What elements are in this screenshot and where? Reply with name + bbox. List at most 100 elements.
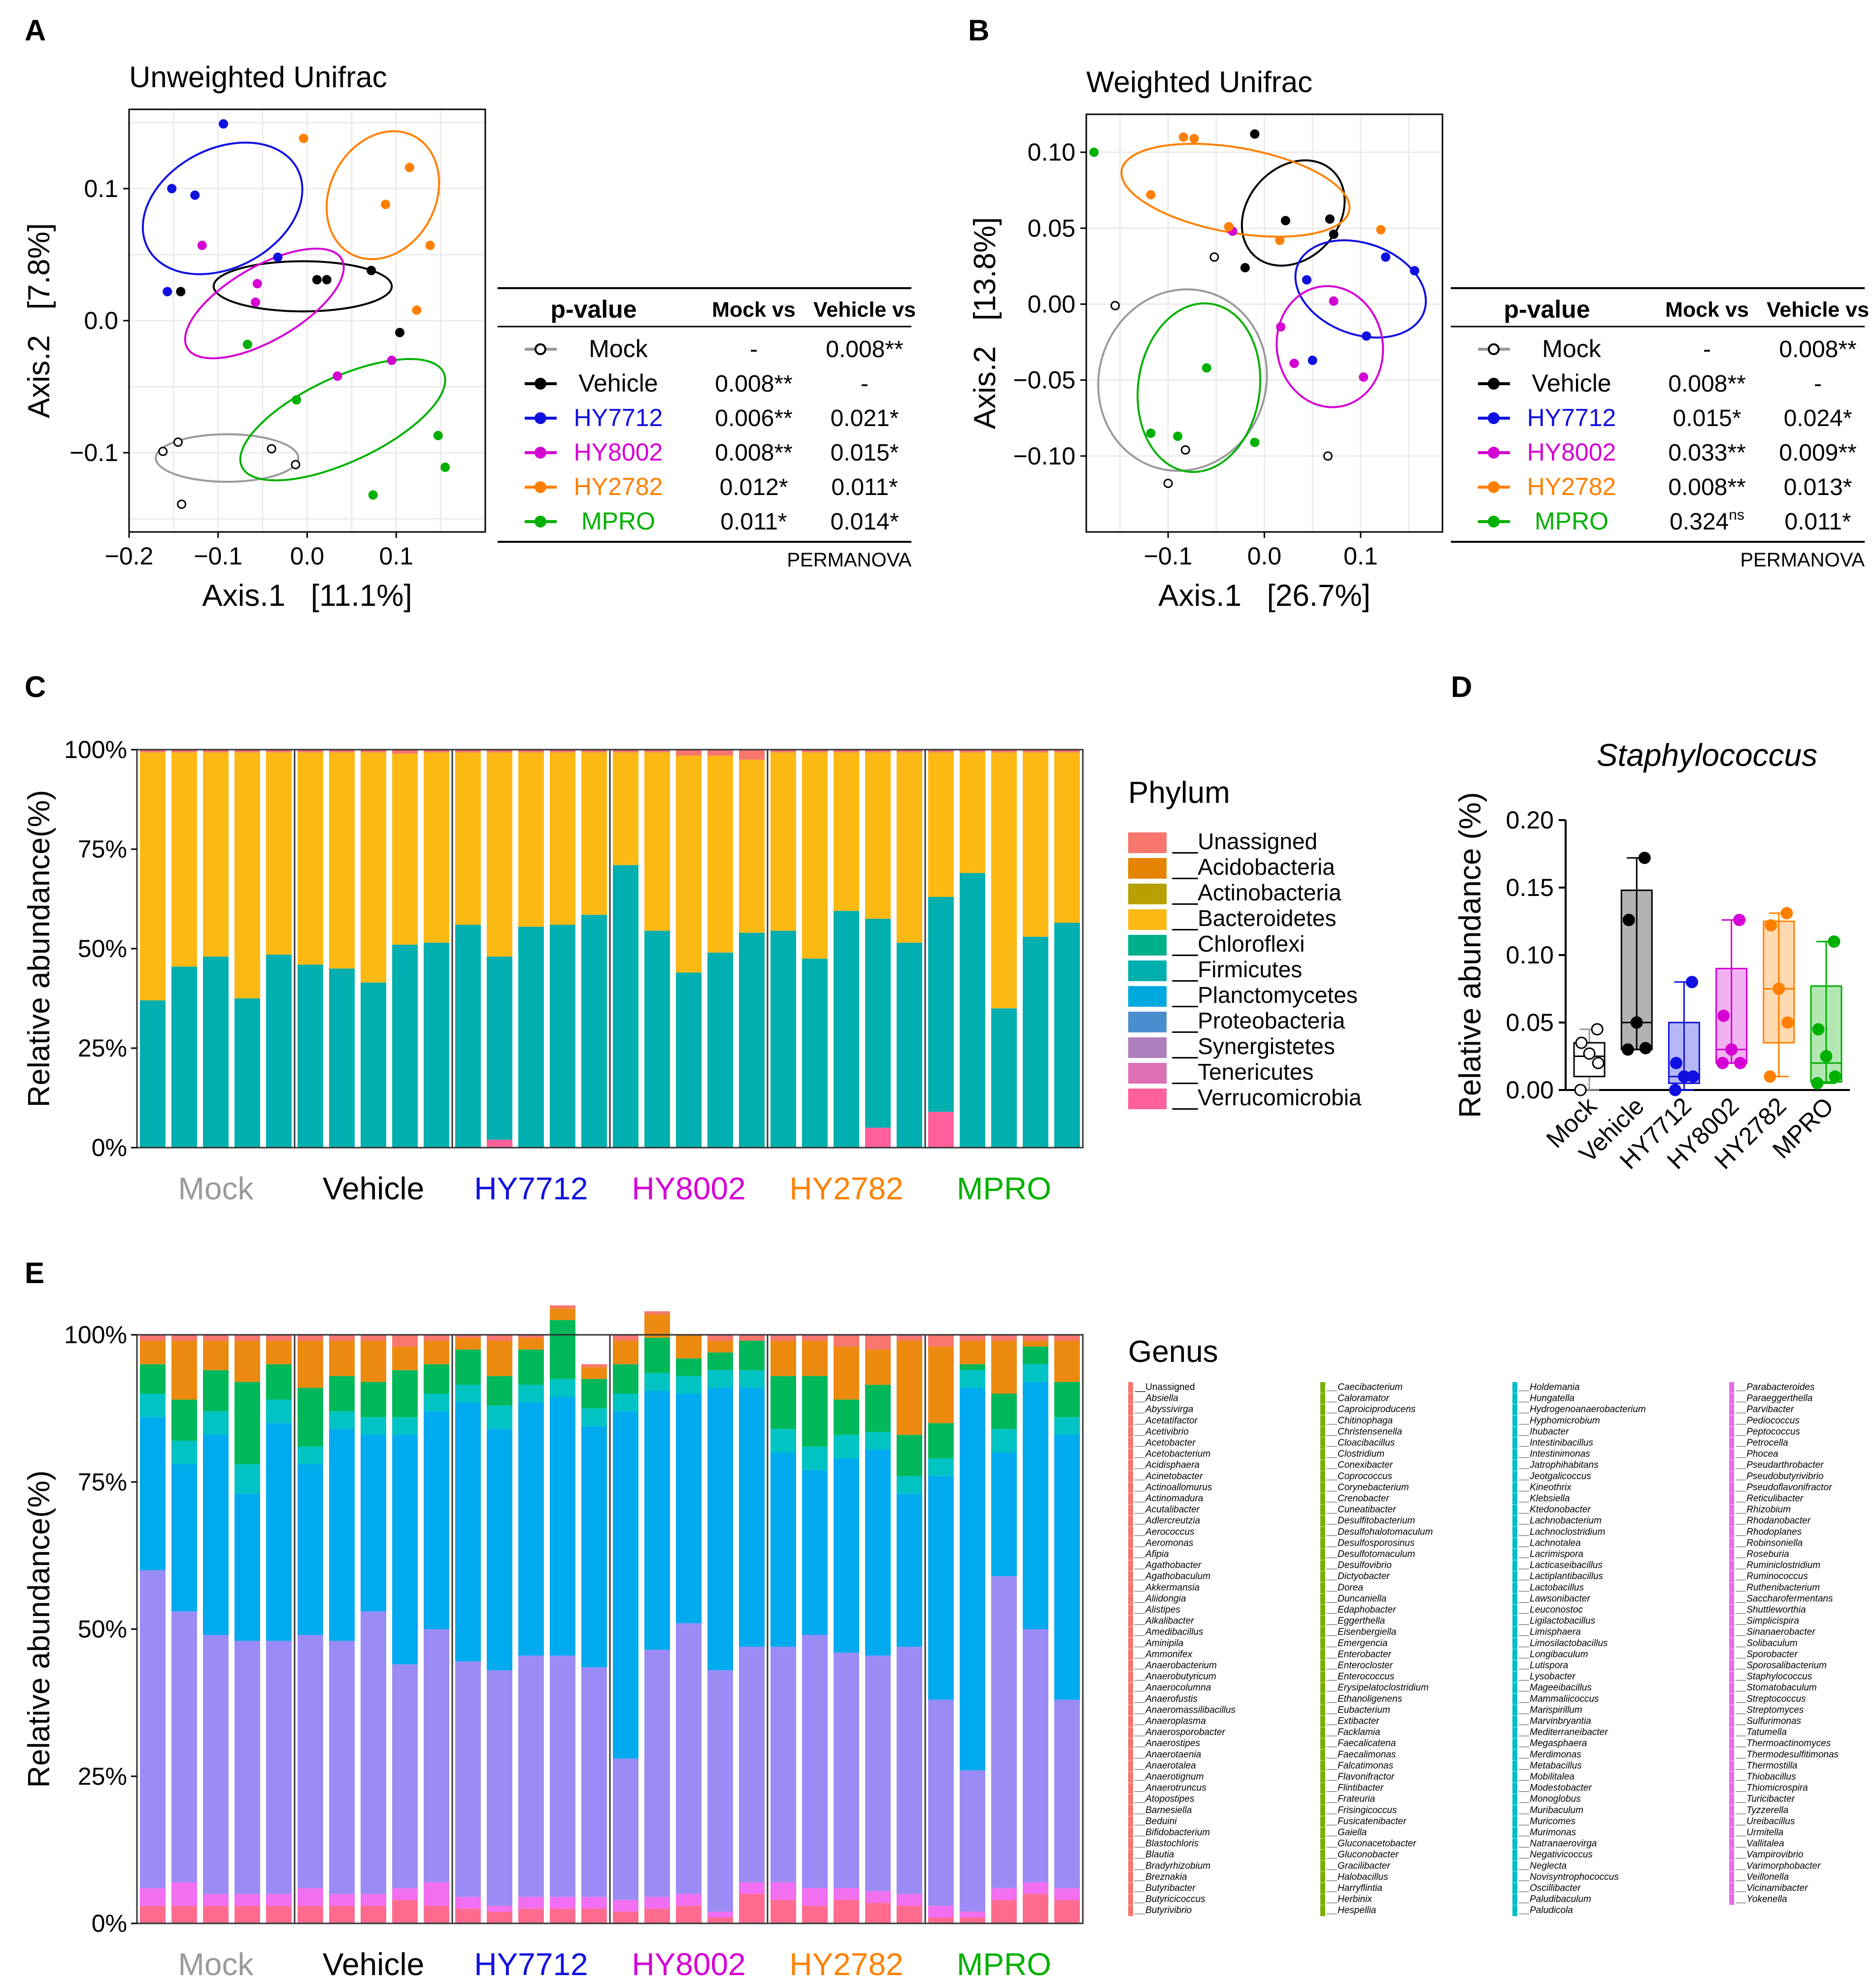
bar-segment xyxy=(865,752,891,919)
data-point xyxy=(1583,1047,1596,1060)
bar-segment xyxy=(361,1335,386,1341)
bar-segment xyxy=(203,750,229,753)
legend-swatch xyxy=(1729,1649,1734,1660)
legend-swatch xyxy=(1320,1772,1325,1783)
legend-label: __Halobacillus xyxy=(1326,1872,1388,1882)
bar-segment xyxy=(203,1435,229,1635)
bar-segment xyxy=(550,750,575,753)
bar-segment xyxy=(171,1399,197,1441)
bar-segment xyxy=(171,966,197,1148)
bar-segment xyxy=(424,942,449,1148)
bar-segment xyxy=(424,1629,449,1883)
data-point xyxy=(1716,1057,1729,1069)
bar-segment xyxy=(770,1376,796,1429)
bar-segment xyxy=(329,1335,355,1341)
bar-segment xyxy=(487,1139,512,1148)
superscript-ns: ns xyxy=(1729,507,1744,523)
legend-label: __Lysobacter xyxy=(1518,1672,1575,1682)
legend-swatch xyxy=(1320,1660,1325,1671)
legend-swatch xyxy=(1729,1627,1734,1638)
bar-segment xyxy=(298,1388,323,1447)
legend-swatch xyxy=(1128,1504,1133,1516)
bar-segment xyxy=(361,1340,386,1382)
legend-label: __Vampirovibrio xyxy=(1735,1850,1804,1860)
bar-segment xyxy=(424,1335,449,1341)
point-hy8002 xyxy=(387,355,397,365)
legend-label: __Anaerobutyricum xyxy=(1134,1672,1216,1682)
bar-segment xyxy=(770,1340,796,1376)
bar-segment xyxy=(802,958,828,1148)
legend-label: __Metabacillus xyxy=(1518,1760,1582,1771)
bar-segment xyxy=(329,1340,355,1376)
bar-segment xyxy=(298,752,323,965)
bar-segment xyxy=(234,1382,260,1464)
bar-segment xyxy=(1054,1382,1080,1418)
bar-segment xyxy=(266,1894,292,1906)
legend-swatch xyxy=(1320,1482,1325,1493)
legend-label: __Acetatifactor xyxy=(1134,1416,1198,1426)
point-mock xyxy=(1323,451,1333,461)
legend-label: __Blautia xyxy=(1134,1850,1174,1860)
legend-label: __Christensenella xyxy=(1326,1426,1402,1437)
legend-swatch xyxy=(1128,1616,1133,1627)
legend-swatch xyxy=(1320,1471,1325,1482)
legend-label: __Acidisphaera xyxy=(1134,1460,1200,1470)
ellipse-hy8002 xyxy=(184,247,345,360)
row-mock-vs: - xyxy=(750,336,758,363)
point-vehicle xyxy=(1329,230,1339,239)
legend-swatch xyxy=(1729,1760,1734,1772)
legend-swatch xyxy=(1512,1738,1517,1750)
legend-label: __Pseudoflavonifractor xyxy=(1735,1482,1832,1492)
legend-label: __Herbinix xyxy=(1326,1894,1373,1905)
legend-swatch xyxy=(1512,1894,1517,1905)
point-hy7712 xyxy=(1362,331,1372,341)
chart-title: Weighted Unifrac xyxy=(1086,66,1312,99)
legend-swatch xyxy=(1128,1738,1133,1750)
legend-swatch xyxy=(1512,1538,1517,1549)
bar-segment xyxy=(770,752,796,931)
legend-swatch xyxy=(1128,1404,1133,1416)
bar-segment xyxy=(518,752,544,927)
row-vehicle-vs: 0.009** xyxy=(1779,440,1856,466)
bar-segment xyxy=(581,750,607,753)
legend-label: __Anaerobacterium xyxy=(1134,1660,1217,1671)
stacked-panel-C: Mock Vehicle HY7712 HY8002 HY2782 MPRO 0% 25% 50… xyxy=(22,736,1084,1206)
legend-label: __Adlercreutzia xyxy=(1134,1516,1200,1526)
point-hy2782 xyxy=(1178,132,1188,142)
legend-label: __Leuconostoc xyxy=(1518,1605,1583,1615)
bar-segment xyxy=(266,1641,292,1894)
legend-swatch xyxy=(1128,832,1167,853)
legend-swatch xyxy=(1128,1426,1133,1438)
bar-segment xyxy=(203,1340,229,1370)
legend-swatch xyxy=(1128,1605,1133,1616)
legend-label: __Thermodesulfitimonas xyxy=(1735,1750,1839,1760)
point-hy7712 xyxy=(1381,252,1391,262)
legend-label: __Paludibaculum xyxy=(1518,1894,1591,1905)
data-point xyxy=(1639,1042,1652,1055)
legend-swatch xyxy=(1128,1883,1133,1894)
legend-swatch xyxy=(1128,1827,1133,1838)
bar-segment xyxy=(424,1906,449,1923)
legend-swatch xyxy=(1512,1471,1517,1482)
point-hy7712 xyxy=(190,190,200,200)
legend-key-dot xyxy=(535,378,546,390)
bar-segment xyxy=(234,1340,260,1382)
y-tick-label: 0.05 xyxy=(1506,1009,1554,1036)
legend-swatch xyxy=(1128,1660,1133,1671)
legend-swatch xyxy=(1128,1727,1133,1738)
point-vehicle xyxy=(1280,216,1290,226)
data-point xyxy=(1669,1084,1681,1096)
x-axis-label: Axis.1 [26.7%] xyxy=(1158,579,1371,613)
bar-segment xyxy=(802,1470,828,1635)
legend-swatch xyxy=(1128,1638,1133,1649)
data-point xyxy=(1734,1057,1747,1069)
bar-segment xyxy=(298,1447,323,1464)
group-label-hy8002: HY8002 xyxy=(632,1947,745,1982)
legend-label: __Desulfotomaculum xyxy=(1326,1549,1415,1559)
legend-label: __Acutalibacter xyxy=(1134,1505,1200,1515)
data-point xyxy=(1575,1036,1588,1049)
legend-swatch xyxy=(1729,1794,1734,1805)
point-mock xyxy=(291,460,301,469)
legend-swatch xyxy=(1512,1526,1517,1538)
point-hy7712 xyxy=(1302,275,1311,285)
